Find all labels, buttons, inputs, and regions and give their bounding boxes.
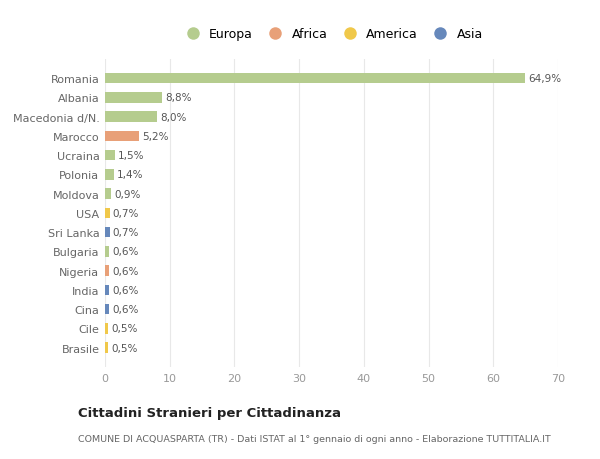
Text: 8,0%: 8,0% (160, 112, 187, 123)
Text: Cittadini Stranieri per Cittadinanza: Cittadini Stranieri per Cittadinanza (78, 406, 341, 419)
Bar (105, 112, 157, 123)
Text: 1,4%: 1,4% (117, 170, 144, 180)
Text: 64,9%: 64,9% (528, 74, 562, 84)
Bar (105, 93, 162, 103)
Legend: Europa, Africa, America, Asia: Europa, Africa, America, Asia (175, 23, 488, 46)
Bar (105, 304, 109, 315)
Bar (105, 170, 114, 180)
Bar (105, 266, 109, 276)
Bar (105, 208, 110, 219)
Bar (105, 246, 109, 257)
Bar (105, 343, 108, 353)
Bar (105, 189, 111, 200)
Text: 0,6%: 0,6% (112, 247, 139, 257)
Bar (105, 131, 139, 142)
Bar (105, 285, 109, 296)
Text: 0,9%: 0,9% (114, 189, 140, 199)
Text: 0,6%: 0,6% (112, 266, 139, 276)
Text: 0,5%: 0,5% (112, 343, 138, 353)
Text: 0,7%: 0,7% (113, 228, 139, 238)
Text: 0,5%: 0,5% (112, 324, 138, 334)
Text: 0,7%: 0,7% (113, 208, 139, 218)
Text: 8,8%: 8,8% (165, 93, 191, 103)
Bar (105, 73, 525, 84)
Bar (105, 151, 115, 161)
Text: 1,5%: 1,5% (118, 151, 145, 161)
Text: 0,6%: 0,6% (112, 285, 139, 295)
Bar (105, 324, 108, 334)
Text: 0,6%: 0,6% (112, 304, 139, 314)
Text: 5,2%: 5,2% (142, 132, 169, 141)
Bar (105, 227, 110, 238)
Text: COMUNE DI ACQUASPARTA (TR) - Dati ISTAT al 1° gennaio di ogni anno - Elaborazion: COMUNE DI ACQUASPARTA (TR) - Dati ISTAT … (78, 434, 551, 443)
